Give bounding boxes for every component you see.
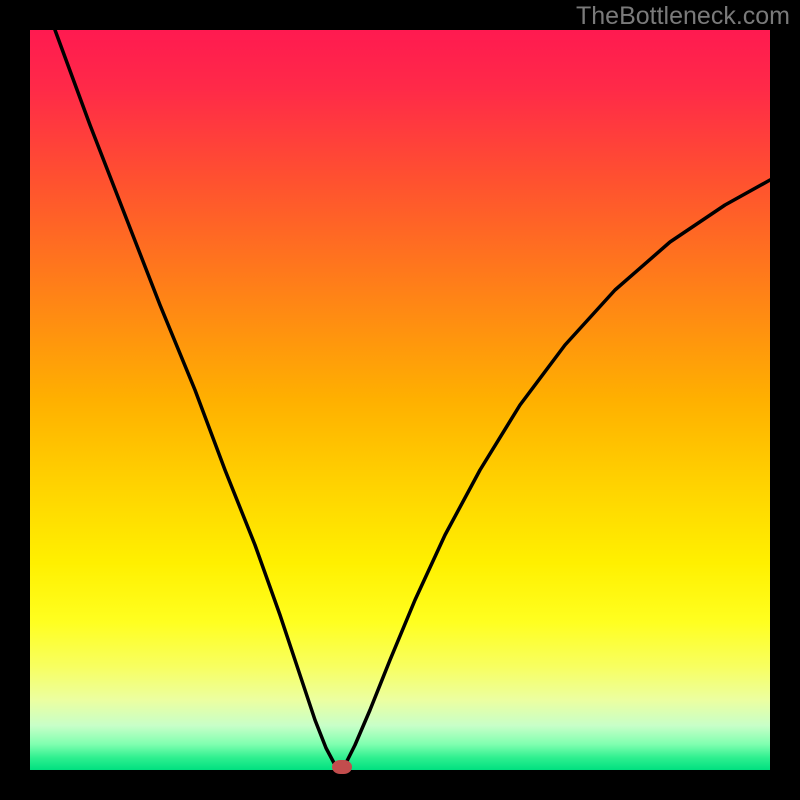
v-curve-path xyxy=(55,30,770,770)
watermark-text: TheBottleneck.com xyxy=(576,2,790,31)
curve-layer xyxy=(30,30,770,770)
plot-area xyxy=(30,30,770,770)
chart-container: TheBottleneck.com xyxy=(0,0,800,800)
optimum-marker xyxy=(332,760,352,774)
